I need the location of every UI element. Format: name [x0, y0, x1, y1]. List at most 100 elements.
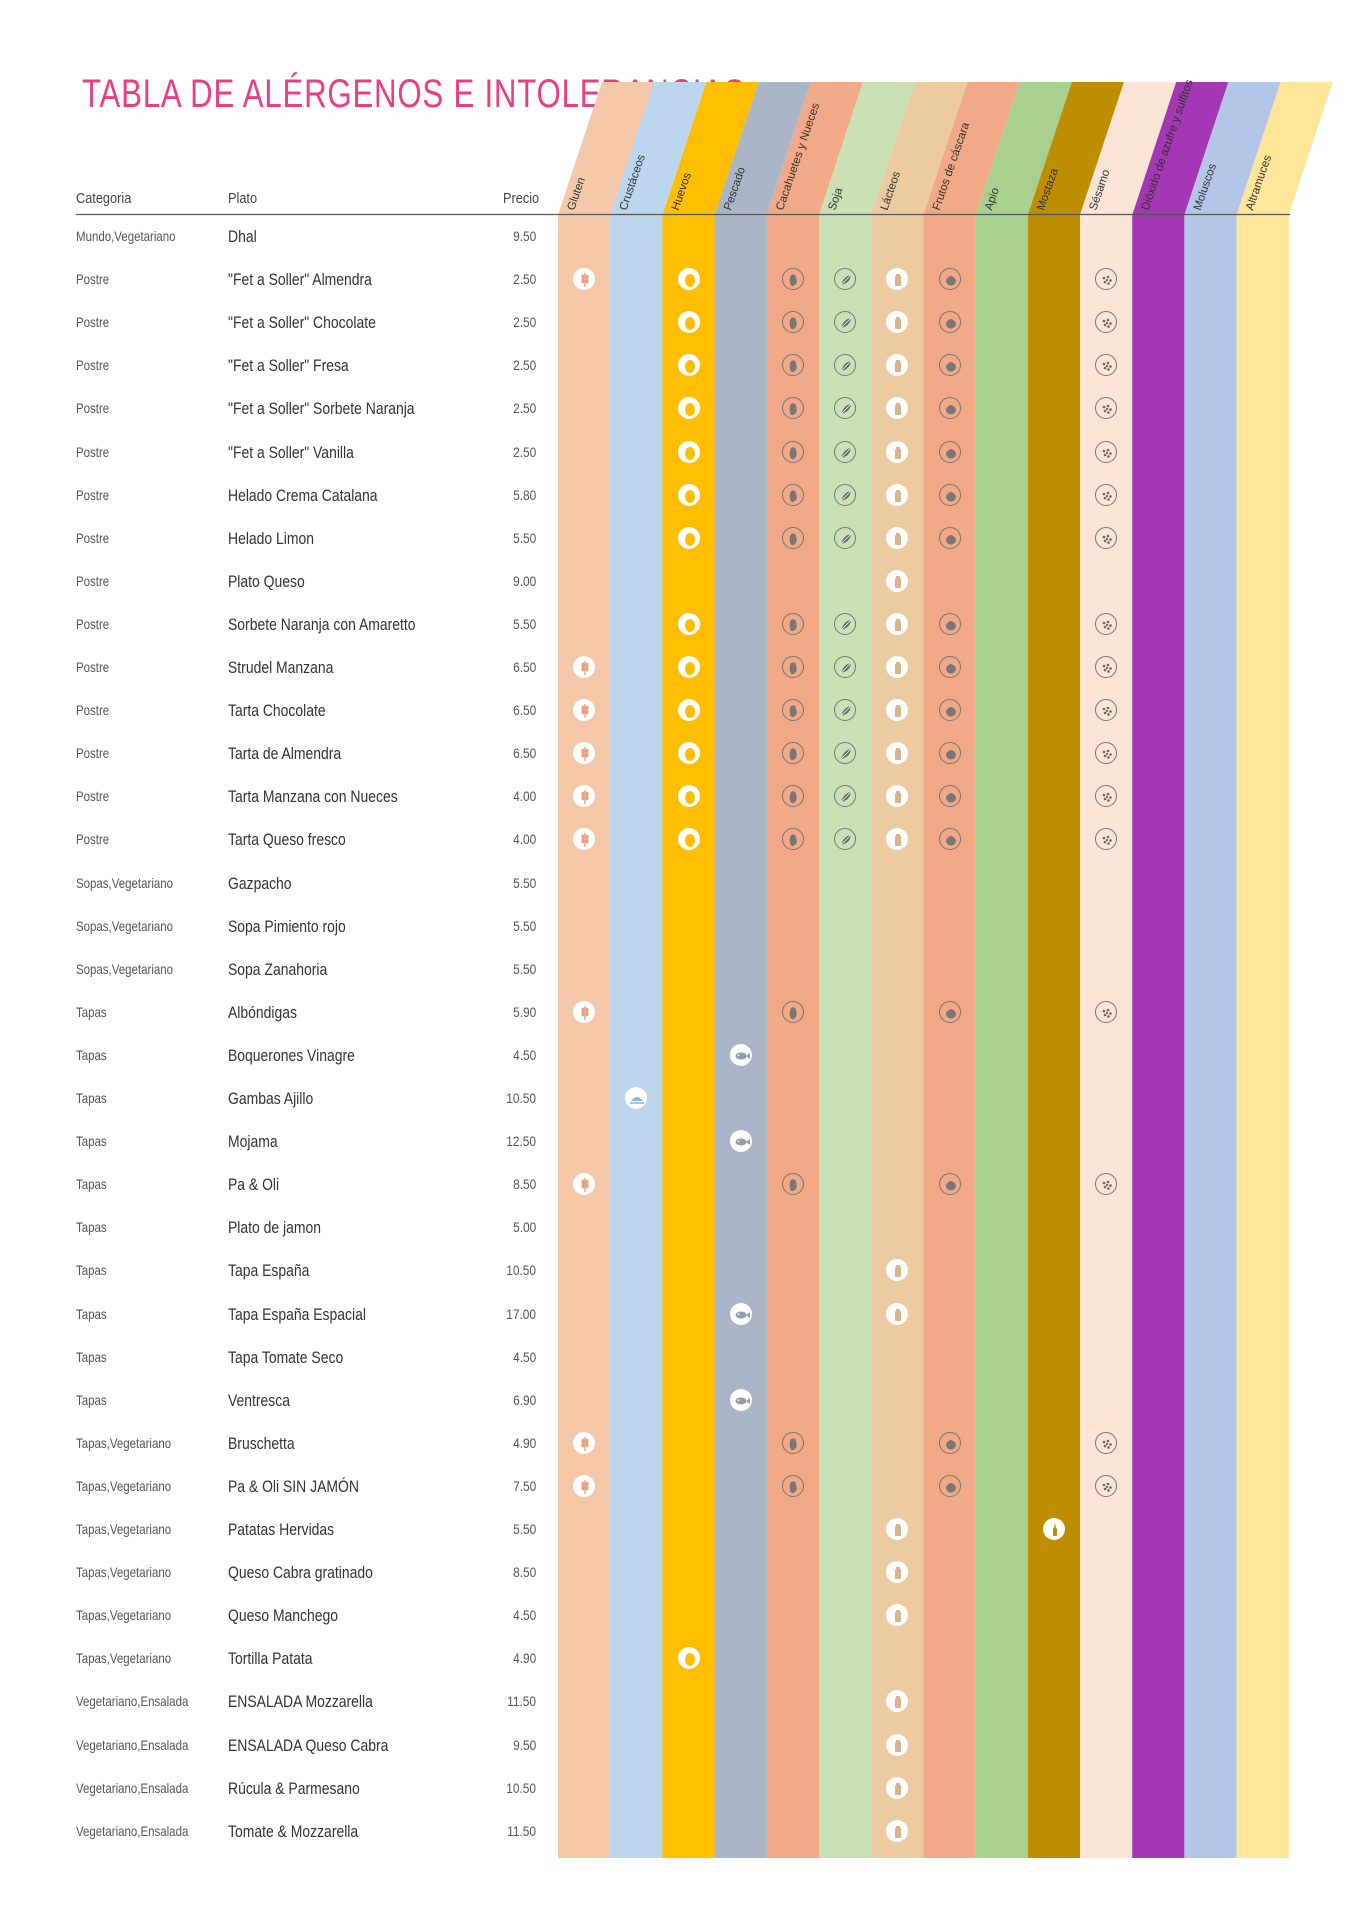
row-categoria: Postre — [76, 831, 110, 848]
allergen-column-soja — [819, 82, 916, 1858]
row-categoria: Postre — [76, 314, 110, 331]
row-plato: Sopa Zanahoria — [228, 959, 328, 979]
peanut-icon — [781, 656, 804, 678]
row-plato: Tapa Tomate Seco — [228, 1347, 344, 1367]
row-plato: Tarta Manzana con Nueces — [228, 787, 398, 807]
row-precio: 5.50 — [512, 529, 536, 546]
wheat-icon — [573, 1431, 596, 1454]
row-plato: Queso Cabra gratinado — [228, 1563, 373, 1583]
sesame-icon — [1095, 699, 1118, 722]
egg-icon — [677, 268, 700, 291]
milk-icon — [886, 354, 909, 377]
egg-icon — [677, 656, 700, 678]
allergen-column-sesamo — [1080, 82, 1177, 1858]
soy-icon — [834, 742, 857, 765]
row-precio: 6.50 — [512, 702, 536, 719]
soy-icon — [834, 440, 857, 463]
row-precio: 9.50 — [512, 1736, 536, 1753]
peanut-icon — [781, 612, 804, 635]
table-row: Sopas,Vegetariano Gazpacho 5.50 — [0, 862, 1357, 905]
sesame-icon — [1095, 785, 1118, 808]
peanut-icon — [781, 785, 804, 808]
row-precio: 7.50 — [512, 1477, 536, 1494]
row-categoria: Tapas — [76, 1046, 107, 1063]
header-divider — [76, 214, 1290, 215]
row-precio: 5.50 — [512, 874, 536, 891]
table-row: Postre "Fet a Soller" Sorbete Naranja 2.50 — [0, 387, 1357, 430]
wheat-icon — [573, 1000, 596, 1023]
row-categoria: Postre — [76, 357, 110, 374]
row-plato: Tortilla Patata — [228, 1649, 313, 1669]
nut-icon — [938, 785, 961, 808]
nut-icon — [938, 268, 961, 291]
egg-icon — [677, 742, 700, 765]
row-categoria: Vegetariano,Ensalada — [76, 1736, 189, 1753]
peanut-icon — [781, 1173, 804, 1196]
row-precio: 2.50 — [512, 314, 536, 331]
milk-icon — [886, 397, 909, 420]
row-plato: Sorbete Naranja con Amaretto — [228, 614, 416, 634]
row-categoria: Tapas,Vegetariano — [76, 1564, 172, 1581]
milk-icon — [886, 656, 909, 678]
allergen-column-apio — [975, 82, 1072, 1858]
row-categoria: Postre — [76, 702, 110, 719]
fish-icon — [729, 1043, 752, 1066]
soy-icon — [834, 785, 857, 808]
table-row: Sopas,Vegetariano Sopa Pimiento rojo 5.50 — [0, 905, 1357, 948]
table-row: Vegetariano,Ensalada Rúcula & Parmesano 10… — [0, 1767, 1357, 1810]
soy-icon — [834, 268, 857, 291]
row-precio: 10.50 — [506, 1779, 536, 1796]
table-row: Postre Tarta Chocolate 6.50 — [0, 689, 1357, 732]
wheat-icon — [573, 268, 596, 291]
sesame-icon — [1095, 1431, 1118, 1454]
row-precio: 4.50 — [512, 1348, 536, 1365]
milk-icon — [886, 526, 909, 549]
egg-icon — [677, 1647, 700, 1670]
peanut-icon — [781, 1000, 804, 1023]
sesame-icon — [1095, 1173, 1118, 1196]
table-row: Tapas Ventresca 6.90 — [0, 1379, 1357, 1422]
wheat-icon — [573, 828, 596, 851]
row-precio: 2.50 — [512, 400, 536, 417]
fish-icon — [729, 1130, 752, 1153]
sesame-icon — [1095, 742, 1118, 765]
table-row: Vegetariano,Ensalada Tomate & Mozzarella 1… — [0, 1810, 1357, 1853]
table-row: Tapas Tapa España 10.50 — [0, 1249, 1357, 1292]
row-categoria: Postre — [76, 788, 110, 805]
table-row: Tapas Gambas Ajillo 10.50 — [0, 1077, 1357, 1120]
soy-icon — [834, 526, 857, 549]
row-plato: "Fet a Soller" Chocolate — [228, 313, 376, 333]
milk-icon — [886, 1733, 909, 1756]
nut-icon — [938, 397, 961, 420]
egg-icon — [677, 785, 700, 808]
soy-icon — [834, 311, 857, 334]
row-plato: Helado Limon — [228, 528, 315, 548]
row-categoria: Postre — [76, 486, 110, 503]
row-categoria: Sopas,Vegetariano — [76, 917, 174, 934]
row-precio: 5.50 — [512, 917, 536, 934]
sesame-icon — [1095, 268, 1118, 291]
table-row: Tapas Tapa España Espacial 17.00 — [0, 1293, 1357, 1336]
peanut-icon — [781, 1431, 804, 1454]
row-categoria: Tapas — [76, 1176, 107, 1193]
row-plato: Gazpacho — [228, 873, 292, 893]
row-precio: 2.50 — [512, 357, 536, 374]
row-precio: 5.50 — [512, 615, 536, 632]
row-plato: Dhal — [228, 227, 257, 246]
row-categoria: Postre — [76, 443, 110, 460]
row-categoria: Tapas,Vegetariano — [76, 1434, 172, 1451]
table-row: Postre Strudel Manzana 6.50 — [0, 646, 1357, 689]
milk-icon — [886, 828, 909, 851]
row-plato: Tapa España — [228, 1261, 310, 1281]
milk-icon — [886, 1518, 909, 1540]
nut-icon — [938, 612, 961, 635]
milk-icon — [886, 1604, 909, 1627]
milk-icon — [886, 1302, 909, 1325]
row-plato: Patatas Hervidas — [228, 1520, 335, 1539]
nut-icon — [938, 311, 961, 334]
row-precio: 9.00 — [512, 572, 536, 589]
row-categoria: Tapas — [76, 1305, 107, 1322]
row-plato: Helado Crema Catalana — [228, 485, 378, 505]
row-precio: 5.50 — [512, 1521, 536, 1537]
allergen-column-crustaceos — [610, 82, 707, 1858]
